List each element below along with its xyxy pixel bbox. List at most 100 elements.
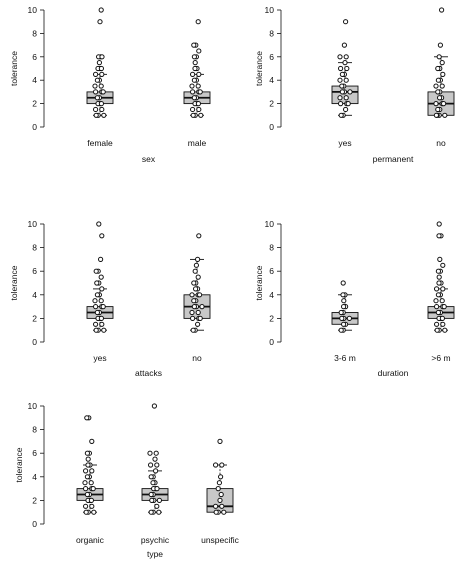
panel-4-y-tick-label: 10 bbox=[265, 219, 275, 229]
panel-1-box-1-data-point bbox=[93, 112, 99, 118]
panel-3-box-1-data-point bbox=[93, 327, 99, 333]
panel-2-y-axis-label: tolerance bbox=[254, 51, 264, 86]
panel-4-y-tick-label: 4 bbox=[269, 290, 274, 300]
panel-4-y-tick-label: 8 bbox=[269, 243, 274, 253]
panel-1-box-1-data-point bbox=[93, 71, 99, 77]
panel-2-box-1-data-point bbox=[339, 89, 345, 95]
panel-1-box-2-data-point bbox=[195, 83, 201, 89]
panel-4-box-2-data-point bbox=[434, 327, 440, 333]
panel-5-box-2-data-point bbox=[153, 450, 159, 456]
panel-3-box-2-data-point bbox=[199, 304, 205, 310]
panel-1-box-1-data-point bbox=[93, 106, 99, 113]
panel-1-box-2-data-point bbox=[195, 101, 201, 107]
panel-2-box-1-data-point bbox=[343, 54, 349, 60]
panel-5-box-2-data-point bbox=[148, 491, 154, 498]
panel-3-box-2-data-point bbox=[191, 304, 197, 310]
panel-4-box-2-data-point bbox=[433, 298, 439, 304]
panel-3-box-2-data-point bbox=[195, 309, 201, 316]
panel-1-box-2-data-point bbox=[190, 71, 196, 77]
panel-1-box-1-data-point bbox=[101, 112, 107, 118]
panel-5-box-2-data-point bbox=[153, 468, 159, 474]
panel-1-box-2-data-point bbox=[196, 71, 202, 77]
panel-1-y-tick-label: 2 bbox=[32, 99, 37, 109]
panel-3-box-2-data-point bbox=[196, 233, 202, 239]
panel-5-box-3-data-point bbox=[215, 486, 221, 492]
panel-1-y-tick-label: 10 bbox=[28, 5, 38, 15]
panel-4-box-2-data-point bbox=[436, 233, 442, 239]
panel-5-box-2-data-point bbox=[154, 503, 160, 509]
panel-4-box-2-data-point bbox=[439, 315, 445, 321]
panel-1-box-2-data-point bbox=[191, 54, 197, 60]
panel-2-box-1-data-point bbox=[337, 54, 343, 60]
panel-1-box-2-data-point bbox=[191, 77, 197, 83]
panel-2-box-2-data-point bbox=[435, 77, 441, 83]
panel-5-box-3-data-point bbox=[221, 509, 227, 515]
panel-2-box-2-data-point bbox=[433, 101, 439, 107]
panel-5-box-1-data-point bbox=[84, 450, 91, 456]
panel-2-box-2-data-point bbox=[435, 65, 441, 72]
panel-1-box-2-data-point bbox=[195, 19, 201, 25]
panel-5-y-tick-label: 6 bbox=[32, 448, 37, 458]
panel-5-box-1-data-point bbox=[89, 468, 95, 474]
panel-1-box-1-data-point bbox=[99, 54, 105, 60]
panel-5-box-3-data-point bbox=[219, 503, 225, 509]
panel-5-box-1-data-point bbox=[84, 491, 91, 498]
panel-4-y-tick-label: 0 bbox=[269, 337, 274, 347]
panel-5-box-2-data-point bbox=[154, 486, 160, 492]
panel-2-box-2-data-point bbox=[440, 71, 446, 77]
panel-5-box-2-data-point bbox=[148, 509, 154, 515]
panel-2-box-2-data-point bbox=[435, 89, 441, 95]
panel-1-box-1-data-point bbox=[100, 89, 106, 95]
panel-5-box-3-data-point bbox=[219, 462, 225, 468]
panel-3-box-1-data-point bbox=[94, 292, 101, 298]
panel-3-box-1-data-point bbox=[100, 304, 106, 310]
panel-5-box-2-data-point bbox=[148, 474, 154, 480]
panel-1-box-1-data-point bbox=[93, 89, 99, 95]
panel-1-box-1-data-point bbox=[98, 65, 105, 72]
panel-5-y-tick-label: 0 bbox=[32, 519, 37, 529]
panel-2-box-2-data-point bbox=[442, 112, 448, 118]
panel-4-box-1-data-point bbox=[341, 304, 347, 310]
panel-4-box-2-data-point bbox=[439, 298, 445, 304]
panel-1-box-1-data-point bbox=[92, 83, 98, 89]
panel-5-box-3-data-point bbox=[218, 491, 224, 498]
panel-3-box-2-data-point bbox=[189, 309, 195, 316]
panel-1-box-1-data-point bbox=[97, 19, 103, 25]
panel-5-box-3-data-point bbox=[213, 503, 219, 509]
panel-1-y-tick-label: 4 bbox=[32, 75, 37, 85]
panel-3-box-2-data-point bbox=[195, 256, 201, 262]
panel-3-box-1-data-point bbox=[94, 280, 100, 286]
panel-1-box-2-data-point bbox=[190, 89, 196, 95]
panel-1-box-1-data-point bbox=[98, 83, 104, 89]
panel-1-y-tick-label: 0 bbox=[32, 122, 37, 132]
panel-2-y-tick-label: 2 bbox=[269, 99, 274, 109]
panel-2-box-2-data-point bbox=[433, 83, 439, 89]
panel-4-box-2-category-label: >6 m bbox=[431, 353, 450, 363]
panel-5-x-axis-label: type bbox=[147, 549, 163, 559]
panel-3-box-2-category-label: no bbox=[192, 353, 202, 363]
panel-3-box-1-data-point bbox=[96, 221, 102, 227]
panel-5-box-3-category-label: unspecific bbox=[201, 535, 240, 545]
panel-5-box-1-category-label: organic bbox=[76, 535, 105, 545]
panel-3-box-1-data-point bbox=[98, 256, 104, 262]
panel-1-box-1-data-point bbox=[99, 106, 105, 113]
panel-2-box-1-data-point bbox=[339, 83, 345, 89]
panel-2-box-2-data-point bbox=[437, 42, 443, 48]
panel-2-box-1-data-point bbox=[343, 19, 349, 25]
panel-1-box-2-data-point bbox=[196, 106, 202, 113]
panel-1-box-1-data-point bbox=[98, 101, 105, 107]
panel-3-box-1-data-point bbox=[94, 309, 101, 316]
panel-2-box-1-data-point bbox=[339, 71, 345, 77]
panel-4-box-1-data-point bbox=[340, 280, 346, 286]
panel-1-box-2-data-point bbox=[191, 42, 197, 48]
panel-3-box-2-data-point bbox=[195, 274, 201, 280]
panel-5-box-2-data-point bbox=[150, 480, 156, 486]
panel-2-box-2-data-point bbox=[437, 95, 443, 101]
panel-4-box-1-data-point bbox=[346, 315, 352, 321]
panel-3-y-tick-label: 10 bbox=[28, 219, 38, 229]
panel-3-box-2-data-point bbox=[197, 315, 203, 321]
panel-4-box-2-data-point bbox=[434, 286, 440, 292]
panel-5-box-2-data-point bbox=[151, 403, 157, 409]
panel-5-box-1-data-point bbox=[84, 474, 91, 480]
panel-2-box-1-data-point bbox=[343, 95, 349, 101]
